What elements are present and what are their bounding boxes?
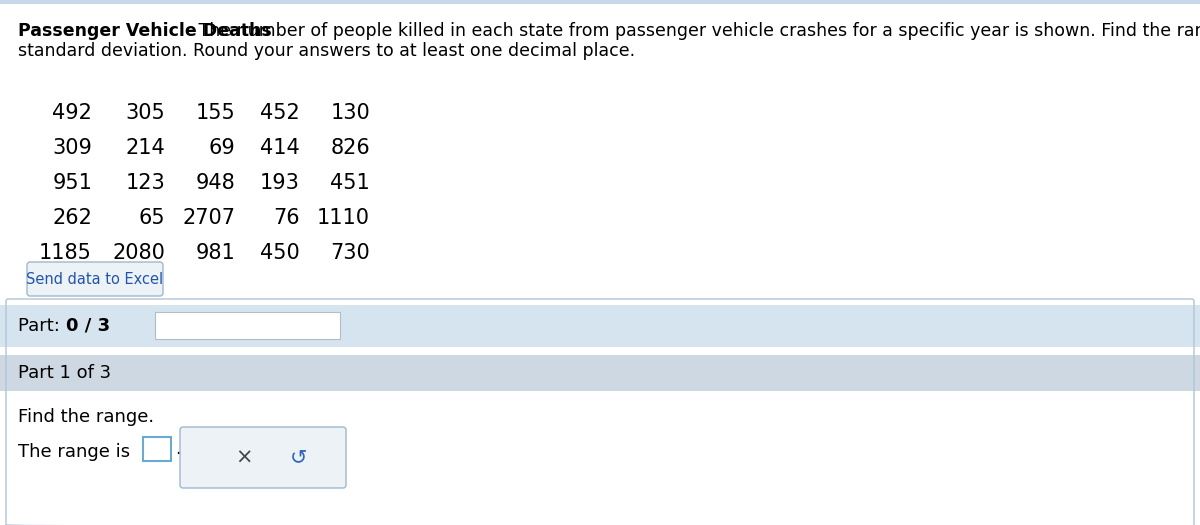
Text: 123: 123 (125, 173, 166, 193)
Bar (155, 312, 340, 339)
Text: 452: 452 (260, 103, 300, 123)
Bar (0, 355, 1200, 391)
Text: 948: 948 (196, 173, 235, 193)
Text: Part 1 of 3: Part 1 of 3 (18, 364, 112, 382)
Text: 76: 76 (274, 208, 300, 228)
Bar (0, 391, 1200, 525)
Text: 951: 951 (52, 173, 92, 193)
FancyBboxPatch shape (180, 427, 346, 488)
Text: 826: 826 (330, 138, 370, 158)
Text: 69: 69 (209, 138, 235, 158)
Text: 214: 214 (125, 138, 166, 158)
FancyBboxPatch shape (28, 262, 163, 296)
Text: 981: 981 (196, 243, 235, 263)
Text: 492: 492 (52, 103, 92, 123)
Text: 155: 155 (196, 103, 235, 123)
Text: 730: 730 (330, 243, 370, 263)
Text: 2707: 2707 (182, 208, 235, 228)
Text: Part:: Part: (18, 317, 66, 335)
Bar (0, 305, 1200, 347)
Text: 305: 305 (125, 103, 166, 123)
Text: 0 / 3: 0 / 3 (66, 317, 110, 335)
Text: Passenger Vehicle Deaths: Passenger Vehicle Deaths (18, 22, 271, 40)
Text: 309: 309 (52, 138, 92, 158)
Text: 262: 262 (52, 208, 92, 228)
Text: standard deviation. Round your answers to at least one decimal place.: standard deviation. Round your answers t… (18, 42, 635, 60)
Text: 1185: 1185 (40, 243, 92, 263)
Text: ×: × (235, 447, 252, 467)
Text: 193: 193 (260, 173, 300, 193)
Text: 1110: 1110 (317, 208, 370, 228)
Bar (0, 0, 1200, 4)
Text: 451: 451 (330, 173, 370, 193)
Text: 130: 130 (330, 103, 370, 123)
Text: The range is: The range is (18, 443, 130, 461)
Text: Find the range.: Find the range. (18, 408, 154, 426)
Bar (143, 437, 172, 461)
Text: 450: 450 (260, 243, 300, 263)
Text: The number of people killed in each state from passenger vehicle crashes for a s: The number of people killed in each stat… (193, 22, 1200, 40)
Text: Send data to Excel: Send data to Excel (26, 271, 163, 287)
Text: 65: 65 (138, 208, 166, 228)
Text: 414: 414 (260, 138, 300, 158)
Text: 2080: 2080 (112, 243, 166, 263)
Text: ↺: ↺ (289, 447, 307, 467)
Text: .: . (175, 440, 181, 458)
